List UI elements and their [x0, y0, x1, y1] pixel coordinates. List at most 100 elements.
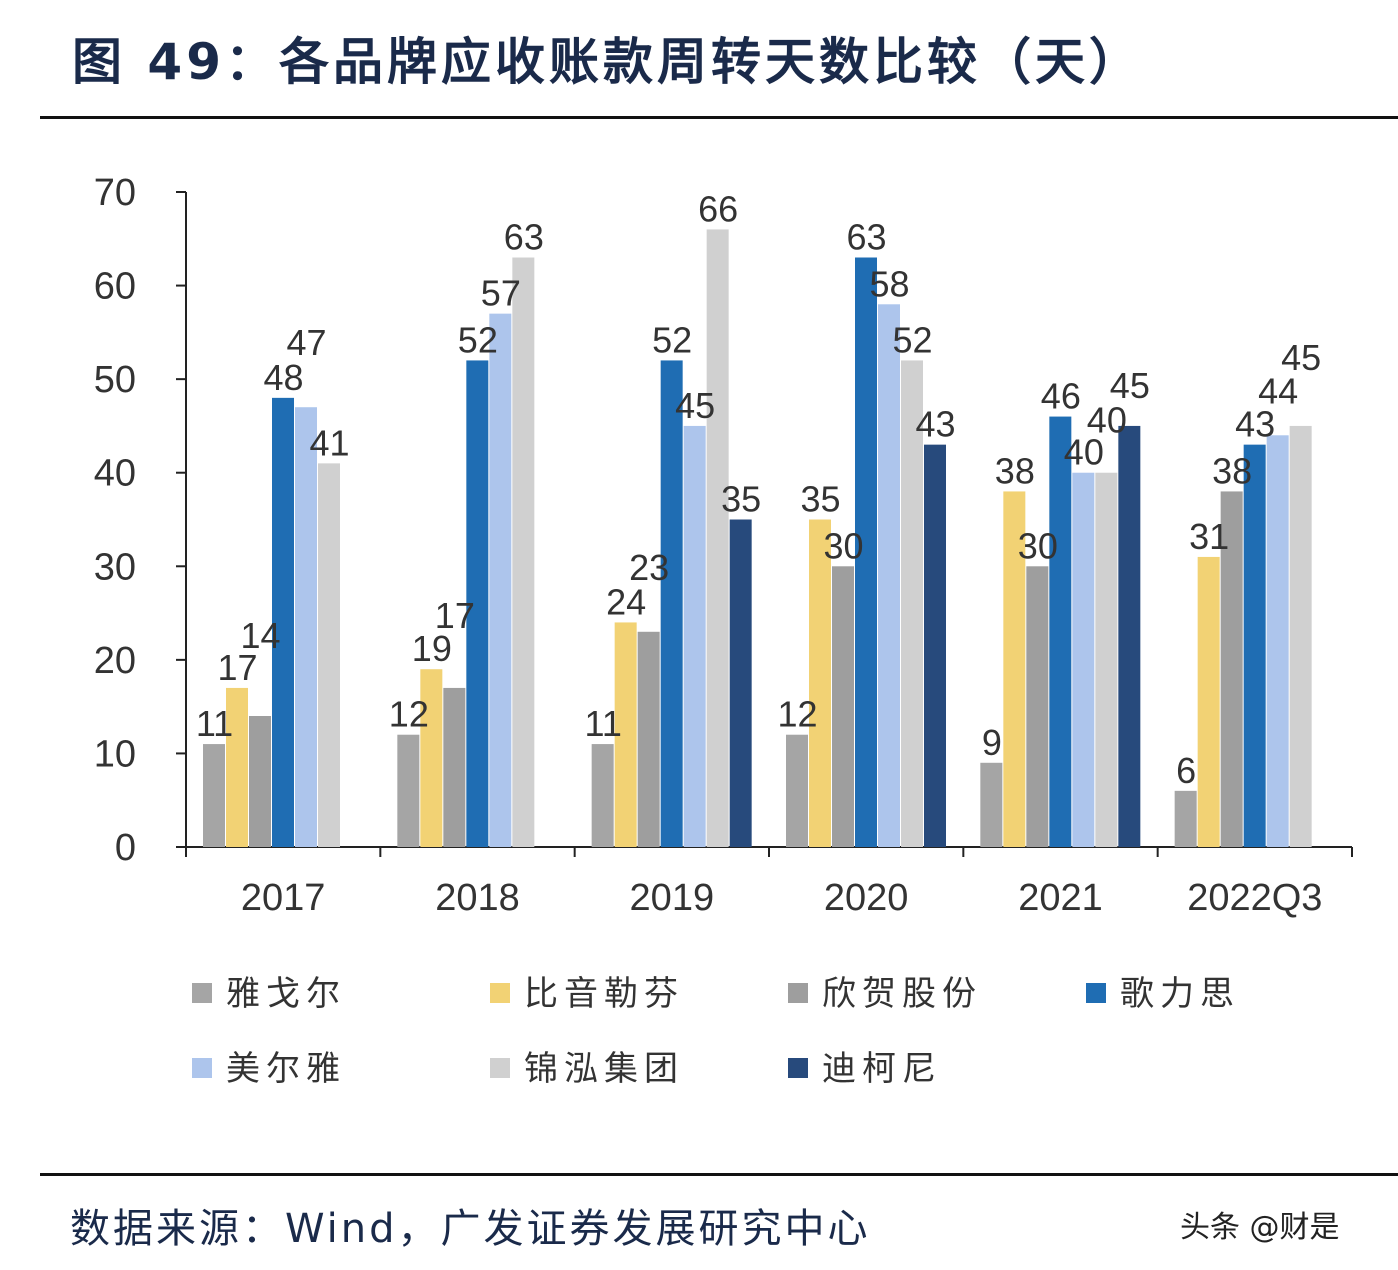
data-label: 31 — [1189, 516, 1229, 557]
chart-title: 图 49：各品牌应收账款周转天数比较（天） — [72, 33, 1143, 91]
data-label: 44 — [1258, 370, 1298, 411]
legend-swatch — [788, 1058, 808, 1078]
bar — [924, 444, 946, 847]
bar — [1003, 491, 1026, 847]
x-tick-label: 2018 — [435, 877, 520, 919]
legend-swatch — [490, 1058, 510, 1078]
data-label: 17 — [217, 647, 257, 688]
bar — [683, 425, 706, 847]
x-tick-label: 2021 — [1018, 877, 1103, 919]
bar — [226, 687, 248, 847]
legend-swatch — [788, 983, 808, 1003]
bar — [1243, 444, 1266, 847]
bar — [1072, 472, 1095, 847]
bar — [878, 304, 900, 847]
data-label: 63 — [504, 217, 544, 258]
data-label: 41 — [309, 422, 349, 463]
bar — [318, 463, 340, 847]
legend-swatch — [1086, 983, 1106, 1003]
bar-chart: 0 10 20 30 40 50 60 70 2017 2018 2019 2020 2021 2022Q… — [94, 172, 1353, 1088]
data-label: 66 — [698, 188, 738, 229]
bar — [855, 257, 877, 847]
legend-swatch — [192, 983, 212, 1003]
y-tick-label: 10 — [94, 733, 136, 775]
x-tick-label: 2017 — [241, 877, 326, 919]
data-label: 35 — [721, 479, 761, 520]
bar — [1220, 491, 1243, 847]
data-label: 30 — [1018, 525, 1058, 566]
y-tick-label: 40 — [94, 453, 136, 495]
data-label: 57 — [481, 273, 521, 314]
legend-label: 欣贺股份 — [822, 975, 982, 1013]
bar — [1289, 425, 1312, 847]
data-label: 11 — [584, 703, 621, 744]
footer-divider — [40, 1173, 1398, 1176]
legend-label: 美尔雅 — [226, 1050, 346, 1088]
data-label: 19 — [412, 628, 452, 669]
y-tick-label: 60 — [94, 266, 136, 308]
legend-label: 比音勒芬 — [524, 975, 684, 1013]
y-tick-label: 70 — [94, 172, 136, 214]
bar — [706, 229, 729, 847]
data-label: 38 — [995, 450, 1035, 491]
data-label: 12 — [389, 694, 429, 735]
bar — [660, 360, 683, 847]
bar — [1049, 416, 1072, 847]
data-label: 40 — [1087, 400, 1127, 441]
bar — [295, 407, 317, 847]
data-label: 40 — [1064, 432, 1104, 473]
bar — [1026, 566, 1049, 847]
data-label: 52 — [458, 319, 498, 360]
legend-swatch — [490, 983, 510, 1003]
data-label: 35 — [800, 479, 840, 520]
bar — [809, 519, 831, 847]
legend-label: 雅戈尔 — [226, 975, 346, 1013]
data-label: 9 — [982, 722, 1002, 763]
data-label: 45 — [1281, 337, 1321, 378]
bar — [512, 257, 535, 847]
data-label: 38 — [1212, 450, 1252, 491]
legend-label: 锦泓集团 — [524, 1050, 684, 1088]
data-label: 43 — [915, 404, 955, 445]
bar — [203, 744, 225, 847]
bar — [489, 313, 512, 848]
x-tick-label: 2019 — [630, 877, 715, 919]
data-label: 23 — [629, 547, 669, 588]
data-label: 63 — [846, 217, 886, 258]
bar — [443, 687, 466, 847]
bar — [1197, 556, 1220, 847]
data-label: 14 — [240, 615, 280, 656]
title-divider — [40, 116, 1398, 119]
data-label: 47 — [286, 322, 326, 363]
y-tick-label: 20 — [94, 640, 136, 682]
data-label: 6 — [1176, 750, 1196, 791]
data-label: 11 — [196, 703, 233, 744]
x-tick-label: 2022Q3 — [1187, 877, 1322, 919]
y-tick-label: 50 — [94, 359, 136, 401]
y-tick-label: 0 — [115, 827, 136, 869]
data-label: 43 — [1235, 404, 1275, 445]
bar — [1174, 790, 1197, 847]
data-label: 30 — [823, 525, 863, 566]
data-label: 52 — [892, 319, 932, 360]
data-label: 45 — [1110, 365, 1150, 406]
data-label: 52 — [652, 319, 692, 360]
source-note: 数据来源：Wind，广发证券发展研究中心 — [70, 1206, 871, 1252]
bar — [637, 631, 660, 847]
data-label: 58 — [869, 263, 909, 304]
bar — [901, 360, 923, 847]
bar — [832, 566, 854, 847]
watermark: 头条 @财是 — [1180, 1210, 1340, 1245]
y-tick-label: 30 — [94, 546, 136, 588]
bar — [614, 622, 637, 847]
bar — [786, 734, 808, 847]
bar — [1095, 472, 1118, 847]
bar — [1118, 425, 1141, 847]
data-label: 24 — [606, 581, 646, 622]
data-label: 17 — [435, 595, 475, 636]
bar — [466, 360, 489, 847]
legend-label: 歌力思 — [1120, 975, 1240, 1013]
data-label: 48 — [263, 357, 303, 398]
bar — [272, 397, 294, 847]
bar — [249, 716, 271, 847]
